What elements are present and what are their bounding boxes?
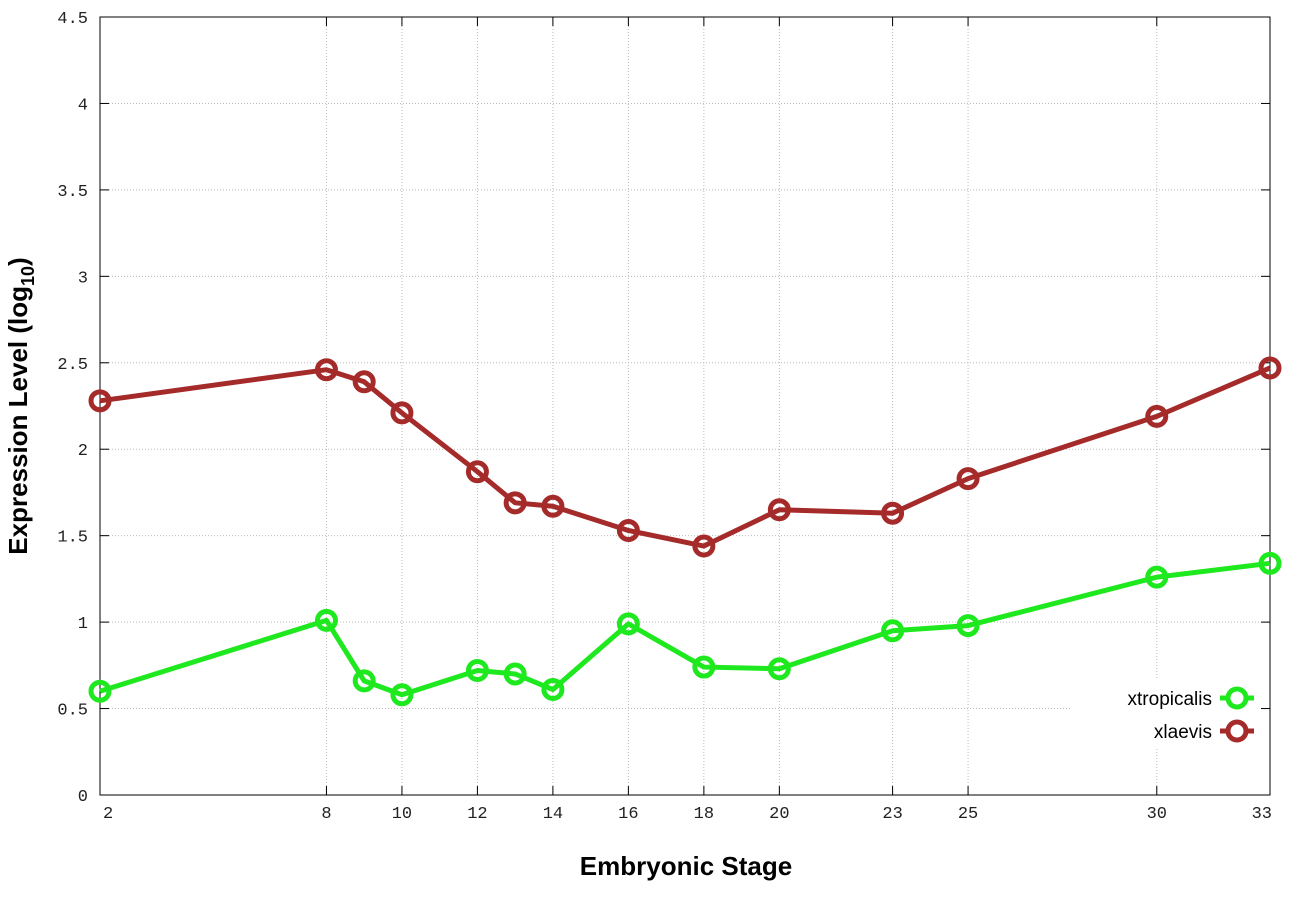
data-point-xtropicalis <box>1258 551 1282 575</box>
x-tick-label: 33 <box>1252 805 1272 824</box>
x-tick-label: 8 <box>321 805 331 824</box>
series-line-xlaevis <box>99 365 1271 549</box>
legend-marker-xlaevis <box>1225 719 1249 743</box>
series <box>88 356 1282 707</box>
legend-label: xtropicalis <box>1128 689 1212 710</box>
x-tick-label: 14 <box>543 805 563 824</box>
x-tick-label: 16 <box>618 805 638 824</box>
data-point-xlaevis <box>88 389 112 413</box>
data-point-xtropicalis <box>541 678 565 702</box>
y-tick-label: 0.5 <box>57 702 88 721</box>
data-point-xtropicalis <box>692 655 716 679</box>
y-tick-label: 4.5 <box>57 10 88 29</box>
y-tick-label: 3 <box>78 269 88 288</box>
x-tick-label: 2 <box>103 805 113 824</box>
data-point-xlaevis <box>390 401 414 425</box>
grid <box>99 16 1271 796</box>
data-point-xtropicalis <box>88 679 112 703</box>
x-axis-label: Embryonic Stage <box>580 851 792 881</box>
data-point-xlaevis <box>352 370 376 394</box>
ticks: 0 0.5 1 1.5 2 2.5 3 3.5 4 4.5 2 8 10 12 14 16 18 20 23 25 30… <box>57 10 1272 824</box>
data-point-xlaevis <box>692 534 716 558</box>
y-tick-label: 1.5 <box>57 529 88 548</box>
legend: xtropicalis xlaevis <box>1128 686 1254 743</box>
y-tick-label: 3.5 <box>57 183 88 202</box>
data-point-xlaevis <box>314 358 338 382</box>
y-tick-label: 2.5 <box>57 356 88 375</box>
data-point-xlaevis <box>465 460 489 484</box>
data-point-xlaevis <box>1258 356 1282 380</box>
data-point-xlaevis <box>767 498 791 522</box>
data-point-xtropicalis <box>352 669 376 693</box>
legend-label: xlaevis <box>1154 722 1212 743</box>
data-point-xtropicalis <box>881 619 905 643</box>
x-tick-label: 30 <box>1147 805 1167 824</box>
x-tick-label: 20 <box>769 805 789 824</box>
data-point-xtropicalis <box>503 662 527 686</box>
data-point-xtropicalis <box>767 657 791 681</box>
data-point-xtropicalis <box>956 614 980 638</box>
plot-frame <box>99 16 1271 796</box>
data-point-xlaevis <box>1145 404 1169 428</box>
x-tick-label: 18 <box>694 805 714 824</box>
x-tick-label: 25 <box>958 805 978 824</box>
data-point-xlaevis <box>616 518 640 542</box>
data-point-xtropicalis <box>616 612 640 636</box>
x-tick-label: 10 <box>392 805 412 824</box>
data-point-xlaevis <box>881 501 905 525</box>
legend-marker-xtropicalis <box>1225 686 1249 710</box>
data-point-xtropicalis <box>314 608 338 632</box>
x-tick-label: 23 <box>882 805 902 824</box>
series-line-xtropicalis <box>99 560 1271 698</box>
data-point-xtropicalis <box>465 659 489 683</box>
data-point-xlaevis <box>503 491 527 515</box>
x-tick-label: 12 <box>467 805 487 824</box>
y-tick-label: 4 <box>78 96 88 115</box>
data-point-xtropicalis <box>390 683 414 707</box>
y-tick-label: 1 <box>78 615 88 634</box>
data-point-xtropicalis <box>1145 565 1169 589</box>
data-point-xlaevis <box>541 494 565 518</box>
y-tick-label: 2 <box>78 442 88 461</box>
data-point-xlaevis <box>956 467 980 491</box>
y-tick-label: 0 <box>78 788 88 807</box>
y-axis-label: Expression Level (log10) <box>3 257 38 554</box>
